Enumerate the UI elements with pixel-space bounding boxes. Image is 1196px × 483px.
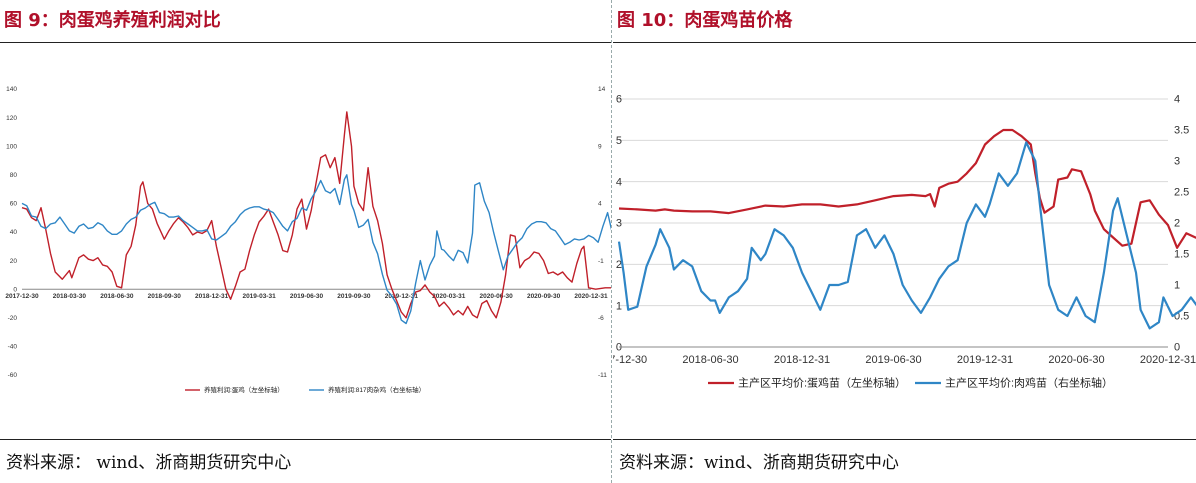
y-left-tick-label: 60	[10, 201, 18, 208]
y-left-tick-label: 80	[10, 172, 18, 179]
y-right-tick-label: -6	[598, 315, 604, 322]
x-tick-label: 2019-03-31	[242, 293, 276, 300]
y-right-tick-label: 3	[1174, 156, 1180, 168]
y-left-tick-label: 40	[10, 229, 18, 236]
y-left-tick-label: 120	[6, 115, 17, 122]
y-right-tick-label: -1	[598, 258, 604, 265]
x-tick-label: 2018-06-30	[682, 354, 738, 366]
y-right-tick-label: 2.5	[1174, 187, 1189, 199]
x-tick-label: 2018-03-30	[53, 293, 87, 300]
legend-label-1: 主产区平均价:蛋鸡苗（左坐标轴）	[738, 376, 906, 390]
y-right-tick-label: 14	[598, 86, 606, 93]
chart-figure-10: 654321043.532.521.510.502017-12-302018-0…	[613, 94, 1196, 390]
x-tick-label: 2019-12-31	[957, 354, 1013, 366]
x-tick-label: 2018-06-30	[100, 293, 134, 300]
x-tick-label: 2018-12-31	[195, 293, 229, 300]
source-note: 资料来源： wind、浙商期货研究中心	[6, 453, 292, 473]
y-left-tick-label: 3	[616, 218, 622, 230]
y-right-tick-label: 0	[1174, 342, 1180, 354]
y-left-tick-label: 1	[616, 300, 622, 312]
x-tick-label: 2018-09-30	[148, 293, 182, 300]
legend-label-2: 主产区平均价:肉鸡苗（右坐标轴）	[945, 376, 1113, 390]
series-line-1	[618, 128, 1196, 249]
figure-9-panel: 图 9：肉蛋鸡养殖利润对比 140 120 100 80 60 40 20 0 -20 -40 -6…	[0, 0, 612, 483]
x-tick-label: 2019-12-31	[385, 293, 419, 300]
y-left-tick-label: 4	[616, 176, 622, 188]
y-left-tick-label: -20	[8, 315, 18, 322]
x-tick-label: 2018-12-31	[774, 354, 830, 366]
y-left-tick-label: 100	[6, 143, 17, 150]
legend-label-1: 养殖利润:蛋鸡（左坐标轴）	[204, 385, 284, 394]
figure-10-panel: 图 10：肉蛋鸡苗价格 654321043.532.521.510.502017…	[613, 0, 1196, 483]
y-left-tick-label: 0	[13, 286, 17, 293]
y-left-tick-label: -40	[8, 344, 18, 351]
x-tick-label: 2020-03-31	[432, 293, 466, 300]
source-note: 资料来源：wind、浙商期货研究中心	[619, 453, 899, 473]
y-left-tick-label: 20	[10, 258, 18, 265]
series-line-1	[21, 111, 611, 319]
y-right-tick-label: -11	[598, 372, 607, 379]
x-tick-label: 2017-12-30	[5, 293, 39, 300]
x-tick-label: 2020-06-30	[1048, 354, 1104, 366]
x-tick-label: 2020-06-30	[480, 293, 514, 300]
x-tick-label: 2019-06-30	[865, 354, 921, 366]
y-right-tick-label: 4	[1174, 94, 1180, 106]
source-rule	[613, 439, 1196, 440]
x-tick-label: 2020-12-31	[1140, 354, 1196, 366]
x-tick-label: 2020-12-31	[574, 293, 608, 300]
y-right-tick-label: 1	[1174, 280, 1180, 292]
legend-label-2: 养殖利润:817肉杂鸡（右坐标轴）	[328, 385, 425, 394]
series-line-2	[21, 174, 611, 325]
source-rule	[0, 439, 611, 440]
y-left-tick-label: 5	[616, 135, 622, 147]
x-tick-label: 2019-09-30	[337, 293, 371, 300]
chart-figure-9: 140 120 100 80 60 40 20 0 -20 -40 -60 14 9 4 -1 -6 -11 20…	[5, 86, 611, 394]
x-tick-label: 2017-12-30	[613, 354, 647, 366]
y-left-tick-label: 0	[616, 342, 622, 354]
figure-title: 图 10：肉蛋鸡苗价格	[617, 10, 793, 31]
title-rule	[613, 42, 1196, 43]
y-left-tick-label: 140	[6, 86, 17, 93]
y-left-tick-label: -60	[8, 372, 18, 379]
y-left-tick-label: 2	[616, 259, 622, 271]
x-tick-label: 2020-09-30	[527, 293, 561, 300]
y-right-tick-label: 1.5	[1174, 249, 1189, 261]
y-right-tick-label: 2	[1174, 218, 1180, 230]
x-tick-label: 2019-06-30	[290, 293, 324, 300]
title-rule	[0, 42, 611, 43]
y-right-tick-label: 4	[598, 201, 602, 208]
y-left-tick-label: 6	[616, 94, 622, 106]
y-right-tick-label: 9	[598, 143, 602, 150]
y-right-tick-label: 3.5	[1174, 125, 1189, 137]
series-line-2	[617, 141, 1196, 330]
figure-title: 图 9：肉蛋鸡养殖利润对比	[4, 10, 221, 31]
